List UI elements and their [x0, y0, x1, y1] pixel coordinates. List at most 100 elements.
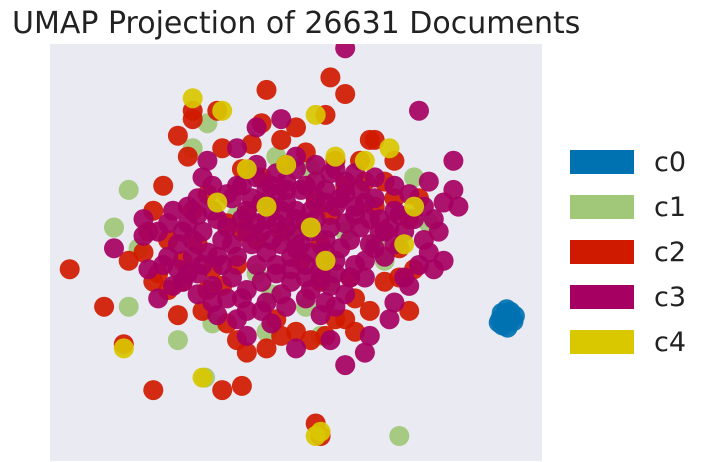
point-c3-25: [104, 238, 124, 259]
legend-label-c3: c3: [654, 282, 686, 313]
point-c3-183: [335, 184, 356, 205]
point-c2-5: [335, 84, 356, 104]
point-c3-163: [409, 255, 429, 275]
point-c3-18: [286, 338, 306, 359]
point-c4-14: [276, 154, 297, 175]
point-c2-79: [212, 380, 233, 401]
point-c3-80: [286, 238, 306, 259]
legend-swatch-c3: [570, 285, 634, 309]
point-c3-13: [379, 309, 400, 330]
point-c2-28: [236, 342, 257, 363]
point-c3-170: [207, 305, 228, 326]
point-c3-17: [320, 330, 341, 351]
point-c2-21: [167, 305, 188, 326]
legend-swatch-c4: [570, 330, 634, 354]
series-c4: [113, 88, 425, 446]
point-c3-171: [187, 284, 208, 305]
point-c3-82: [261, 230, 282, 250]
point-c4-15: [354, 150, 375, 171]
point-c3-131: [286, 209, 306, 230]
point-c2-20: [59, 259, 80, 280]
point-c3-149: [227, 175, 247, 196]
point-c4-0: [182, 88, 203, 109]
point-c4-6: [300, 217, 321, 238]
point-c2-10: [177, 146, 198, 167]
point-c3-174: [138, 259, 159, 280]
point-c3-182: [315, 179, 336, 200]
point-c3-15: [354, 342, 375, 363]
point-c3-176: [158, 213, 179, 234]
point-c2-7: [167, 125, 188, 146]
point-c0-11: [494, 310, 515, 331]
point-c3-164: [394, 267, 415, 288]
point-c3-126: [207, 246, 228, 267]
point-c2-14: [133, 242, 154, 263]
point-c2-29: [256, 338, 277, 359]
point-c3-10: [433, 250, 454, 271]
point-c4-12: [207, 192, 228, 213]
point-c3-31: [197, 150, 218, 171]
point-c1-2: [104, 217, 124, 238]
point-c4-11: [310, 421, 331, 442]
point-c3-119: [202, 175, 223, 196]
series-c0: [488, 299, 525, 338]
point-c3-153: [305, 154, 326, 175]
point-c3-180: [276, 179, 297, 200]
point-c3-24: [148, 288, 169, 309]
point-c2-19: [94, 296, 115, 317]
point-c3-181: [295, 175, 316, 196]
point-c4-9: [192, 367, 213, 388]
point-c4-17: [315, 250, 336, 271]
point-c3-5: [418, 171, 439, 192]
point-c1-5: [167, 330, 188, 351]
point-c3-12: [384, 292, 405, 313]
point-c3-95: [251, 271, 272, 292]
point-c2-87: [271, 129, 292, 150]
point-c4-2: [305, 104, 326, 125]
point-c2-32: [286, 321, 306, 342]
point-c2-1: [256, 79, 277, 100]
point-c3-93: [222, 267, 242, 288]
point-c2-40: [399, 300, 420, 321]
point-c2-65: [364, 129, 385, 150]
point-c3-0: [335, 44, 356, 59]
point-c2-2: [320, 67, 341, 88]
point-c2-86: [286, 117, 306, 138]
point-c2-80: [231, 375, 252, 396]
legend-label-c4: c4: [654, 327, 686, 358]
point-c3-97: [281, 259, 302, 280]
point-c3-166: [325, 296, 346, 317]
point-c3-107: [384, 200, 405, 221]
point-c3-98: [295, 267, 316, 288]
scatter-points: [59, 44, 525, 446]
point-c3-71: [320, 217, 341, 238]
point-c3-142: [295, 288, 316, 309]
point-c3-165: [310, 305, 331, 326]
point-c2-9: [212, 138, 233, 159]
point-c4-16: [394, 234, 415, 255]
point-c3-34: [271, 109, 292, 130]
point-c3-148: [187, 263, 208, 284]
point-c2-15: [118, 250, 139, 271]
point-c3-156: [364, 167, 385, 188]
point-c4-1: [212, 100, 233, 121]
legend-label-c0: c0: [654, 147, 686, 178]
legend-swatch-c1: [570, 195, 634, 219]
point-c2-81: [143, 380, 164, 401]
point-c3-184: [354, 192, 375, 213]
point-c3-120: [187, 205, 208, 225]
point-c1-14: [389, 426, 410, 446]
point-c3-146: [217, 288, 238, 309]
point-c4-13: [236, 159, 257, 180]
point-c2-11: [153, 175, 174, 196]
point-c3-179: [256, 179, 277, 200]
point-c3-139: [354, 267, 375, 288]
legend-label-c2: c2: [654, 237, 686, 268]
point-c3-161: [428, 221, 449, 242]
point-c4-5: [404, 196, 425, 217]
point-c1-1: [118, 179, 139, 200]
point-c4-4: [325, 146, 346, 167]
point-c3-6: [448, 196, 469, 217]
point-c3-167: [271, 284, 292, 305]
point-c3-138: [379, 217, 400, 238]
